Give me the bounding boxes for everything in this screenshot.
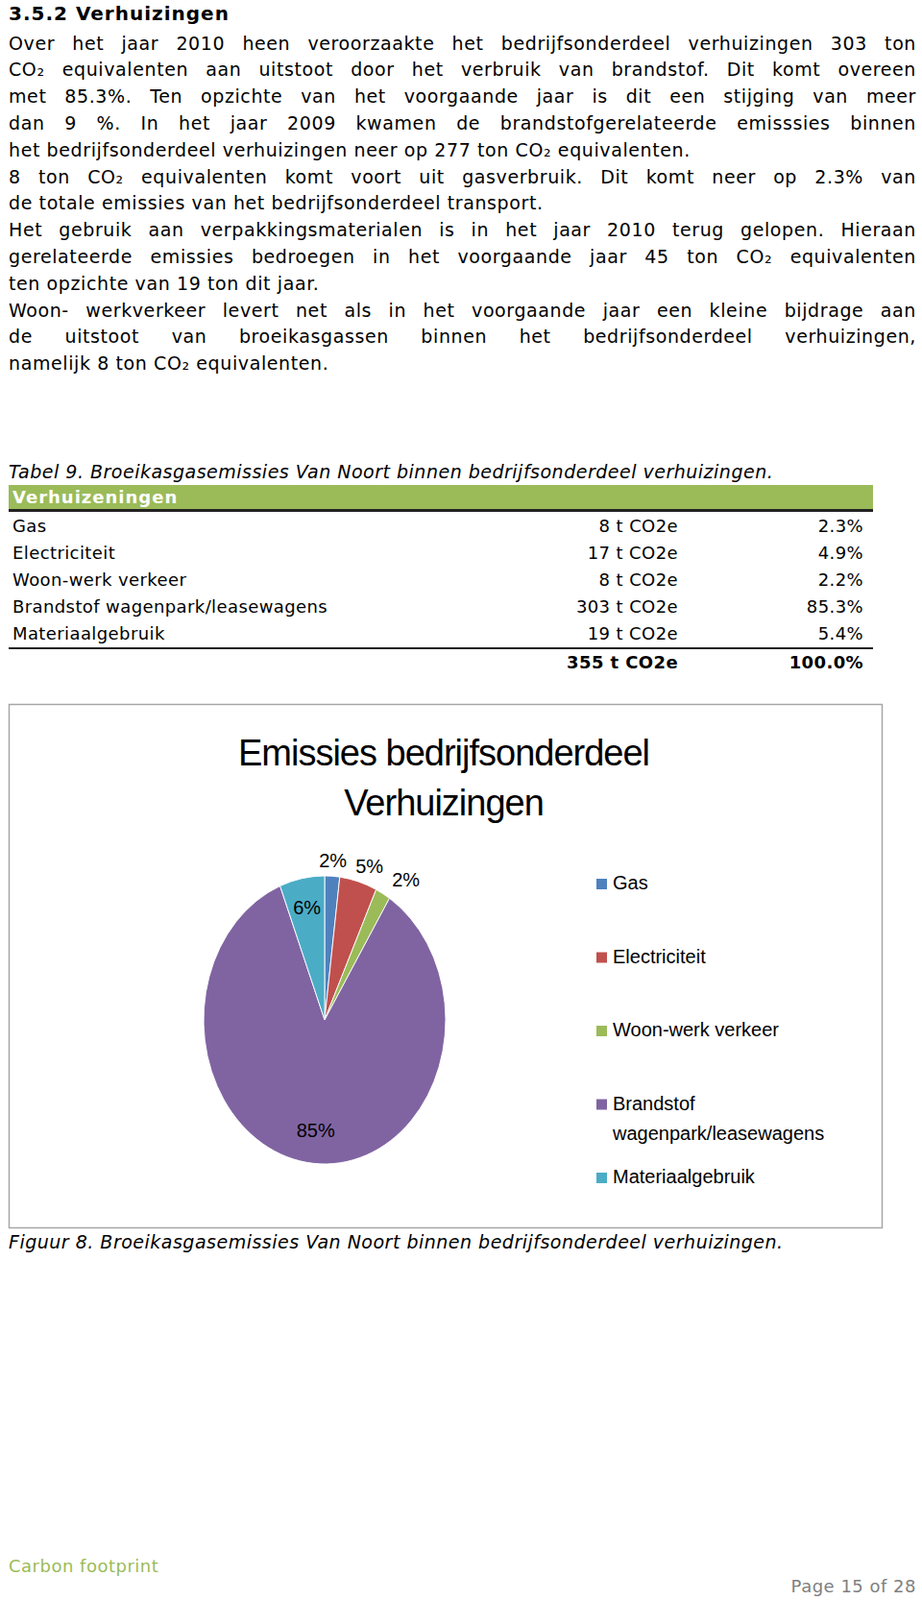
paragraph-line: dan 9 %. In het jaar 2009 kwamen de bran… — [8, 109, 917, 137]
pie-slice — [324, 889, 390, 1020]
paragraph-line: 8 ton CO₂ equivalenten komt voort uit ga… — [8, 163, 917, 191]
legend-label-line: wagenpark/leasewagens — [611, 1122, 825, 1144]
paragraph-line: de uitstoot van broeikasgassen binnen he… — [8, 322, 917, 350]
legend-marker — [596, 1025, 607, 1037]
table-cell: 2.3% — [818, 512, 864, 540]
figure-caption: Figuur 8. Broeikasgasemissies Van Noort … — [8, 1228, 784, 1256]
legend-label-line: Brandstof — [612, 1092, 696, 1115]
pie-slice — [280, 875, 325, 1020]
data-label: 5% — [355, 855, 384, 877]
legend-marker — [596, 878, 607, 890]
chart-frame — [9, 704, 883, 1229]
footer-left: Carbon footprint — [8, 1554, 159, 1578]
table-header: Verhuizeningen — [12, 485, 178, 510]
table-cell: 2.2% — [818, 566, 864, 594]
data-label: 85% — [296, 1119, 336, 1141]
chart-title-line: Emissies bedrijfsonderdeel — [238, 732, 650, 774]
table-cell: 17 t CO2e — [587, 539, 679, 567]
paragraph-line: namelijk 8 ton CO₂ equivalenten. — [8, 349, 917, 377]
table-rule — [8, 647, 874, 650]
pie-slice — [324, 876, 377, 1020]
table-cell: 85.3% — [806, 593, 864, 621]
paragraph-line: Woon- werkverkeer levert net als in het … — [8, 296, 917, 324]
table-cell: 4.9% — [818, 539, 864, 567]
footer-right: Page 15 of 28 — [791, 1575, 917, 1599]
chart-title: Emissies bedrijfsonderdeel Verhuizingen — [238, 732, 650, 824]
table-cell: Materiaalgebruik — [12, 620, 166, 648]
paragraph-line: het bedrijfsonderdeel verhuizingen neer … — [8, 136, 917, 164]
legend-label: Materiaalgebruik — [612, 1165, 756, 1188]
pie — [203, 875, 446, 1165]
table-cell: 19 t CO2e — [587, 620, 679, 648]
chart-title-line: Verhuizingen — [343, 782, 544, 824]
legend-marker — [596, 1099, 607, 1111]
legend-label: Electriciteit — [612, 946, 706, 968]
table-cell: Brandstof wagenpark/leasewagens — [12, 593, 328, 621]
legend-marker — [596, 1172, 607, 1184]
legend-marker — [596, 952, 607, 964]
paragraph-line: Over het jaar 2010 heen veroorzaakte het… — [8, 29, 917, 57]
pie-slice — [324, 875, 340, 1020]
legend-label: Woon-werk verkeer — [612, 1019, 779, 1041]
heading: 3.5.2 Verhuizingen — [8, 0, 230, 27]
table-cell: Electriciteit — [12, 539, 116, 567]
legend-label: Brandstof wagenpark/leasewagens — [611, 1092, 825, 1144]
data-label: 6% — [292, 897, 321, 919]
paragraph-line: CO₂ equivalenten aan uitstoot door het v… — [8, 55, 917, 83]
table-cell: Woon-werk verkeer — [12, 566, 187, 594]
pie-inner — [203, 875, 446, 1165]
pie-slice — [203, 886, 446, 1165]
table-total: 355 t CO2e — [566, 649, 679, 677]
paragraph-line: Het gebruik aan verpakkingsmaterialen is… — [8, 216, 917, 243]
table-cell: 5.4% — [818, 620, 864, 648]
paragraph-line: ten opzichte van 19 ton dit jaar. — [8, 269, 917, 297]
paragraph-line: met 85.3%. Ten opzichte van het voorgaan… — [8, 82, 917, 110]
data-label: 2% — [391, 869, 420, 891]
paragraph-line: gerelateerde emissies bedroegen in het v… — [8, 242, 917, 270]
table-cell: Gas — [12, 512, 48, 540]
paragraph-line: de totale emissies van het bedrijfsonder… — [8, 189, 917, 217]
chart: Emissies bedrijfsonderdeel Verhuizingen 2%… — [0, 0, 922, 1600]
table-caption: Tabel 9. Broeikasgasemissies Van Noort b… — [8, 458, 774, 486]
table-cell: 8 t CO2e — [599, 566, 679, 594]
table-cell: 303 t CO2e — [576, 593, 679, 621]
table-cell: 8 t CO2e — [599, 512, 679, 540]
data-label: 2% — [318, 849, 347, 872]
table-total: 100.0% — [789, 649, 864, 677]
legend-label: Gas — [612, 872, 649, 894]
